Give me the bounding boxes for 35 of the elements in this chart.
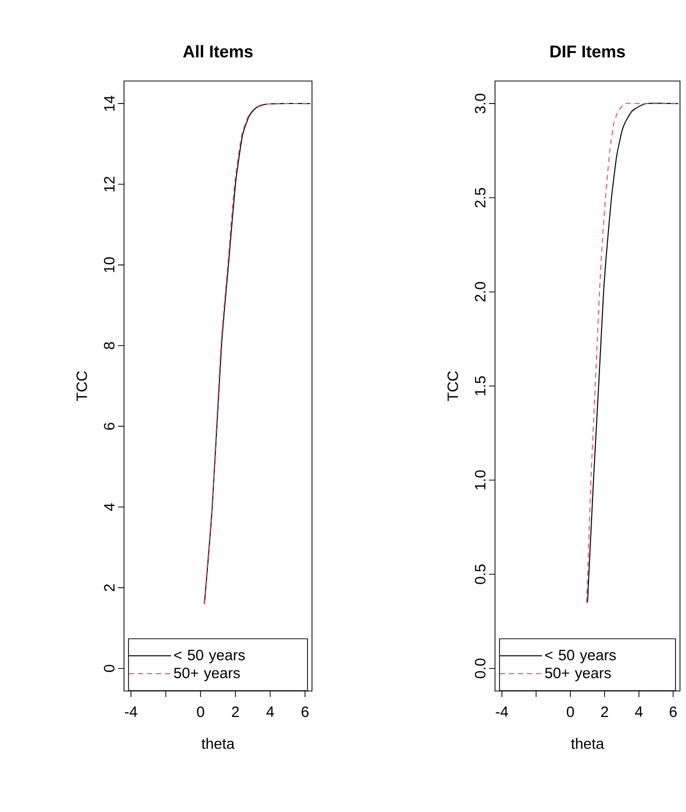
legend-label: 50+ years bbox=[545, 668, 611, 682]
x-axis-title: theta bbox=[571, 738, 604, 749]
y-tick-label: 8 bbox=[104, 342, 114, 350]
x-tick-label: -4 bbox=[496, 706, 508, 717]
chart-title: All Items bbox=[183, 45, 253, 58]
legend-label: < 50 years bbox=[545, 650, 616, 664]
y-tick-label: 4 bbox=[104, 503, 114, 511]
x-tick-label: 6 bbox=[302, 706, 309, 718]
x-tick-label: 6 bbox=[670, 706, 677, 718]
y-tick-label: 12 bbox=[104, 176, 114, 192]
y-tick-label: 2.5 bbox=[474, 188, 486, 208]
y-tick-label: 1.5 bbox=[475, 376, 486, 396]
y-axis-title: TCC bbox=[76, 371, 88, 402]
x-tick-label: 2 bbox=[601, 706, 608, 717]
x-tick-label: 4 bbox=[266, 706, 274, 717]
y-tick-label: 0 bbox=[104, 664, 114, 672]
x-tick-label: 0 bbox=[566, 706, 574, 718]
y-tick-label: 6 bbox=[104, 422, 114, 430]
y-tick-label: 14 bbox=[104, 96, 114, 111]
y-tick-label: 0.5 bbox=[474, 564, 486, 584]
y-tick-label: 10 bbox=[104, 257, 114, 272]
y-tick-label: 2.0 bbox=[474, 282, 486, 302]
legend-label: < 50 years bbox=[174, 650, 245, 664]
x-tick-label: 4 bbox=[635, 706, 643, 717]
x-tick-label: -4 bbox=[124, 706, 138, 717]
legend-label: 50+ years bbox=[174, 668, 240, 682]
y-axis-title: TCC bbox=[447, 371, 458, 402]
x-tick-label: 0 bbox=[197, 706, 204, 718]
x-tick-label: 2 bbox=[232, 706, 239, 717]
y-tick-label: 0.0 bbox=[474, 658, 486, 678]
y-tick-label: 2 bbox=[104, 584, 114, 592]
chart-title: DIF Items bbox=[550, 46, 625, 58]
y-tick-label: 1.0 bbox=[474, 470, 486, 490]
y-tick-label: 3.0 bbox=[474, 94, 486, 114]
x-axis-title: theta bbox=[202, 738, 235, 749]
